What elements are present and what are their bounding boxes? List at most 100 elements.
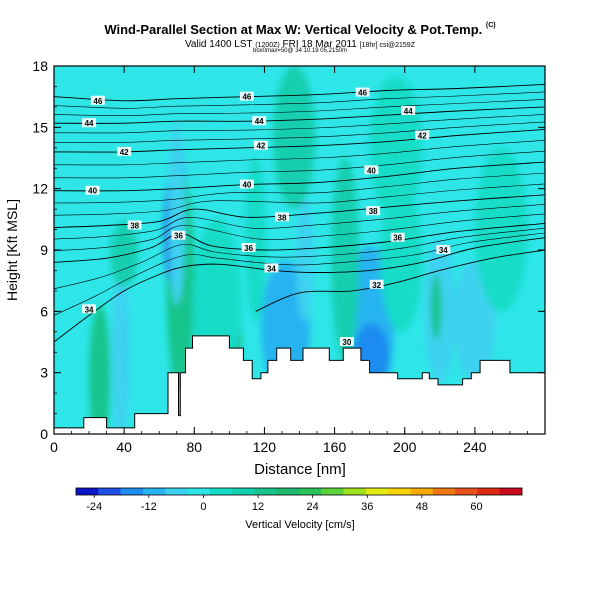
velocity-cell-15 (331, 158, 360, 363)
isentrope-minor (54, 227, 545, 290)
colorbar: -24 -12 0 12 24 36 48 60 (75, 487, 523, 513)
valid-utc: (1200Z) (255, 42, 280, 49)
isentrope-label-text: 44 (404, 107, 413, 116)
isentrope-46 (54, 83, 545, 102)
isentrope-label: 34 (82, 304, 97, 314)
isentrope-label: 36 (241, 242, 256, 253)
isentrope-label-text: 32 (372, 281, 381, 290)
isentrope-label-text: 34 (85, 305, 94, 314)
isentrope-label-text: 40 (242, 181, 251, 190)
isentrope-label: 46 (90, 95, 105, 106)
isentrope-label: 40 (364, 165, 379, 175)
colorbar-swatch (209, 488, 233, 495)
isentrope-label-bg (90, 95, 105, 105)
valid-date: FRI 18 Mar 2011 (282, 39, 357, 50)
isentrope-label-bg (239, 179, 254, 189)
terrain (53, 335, 546, 435)
colorbar-swatch (321, 488, 344, 495)
title-mark: (C) (485, 22, 496, 29)
valid-time-line: Valid 1400 LST (1200Z) FRI 18 Mar 2011 [… (0, 39, 600, 50)
colorbar-swatch (343, 488, 367, 495)
isentrope-44 (54, 106, 545, 124)
colorbar-frame (75, 487, 523, 496)
isentrope-label: 44 (401, 105, 416, 116)
colorbar-swatch (120, 488, 144, 495)
colorbar-swatch (299, 488, 322, 495)
isentrope-label-bg (274, 212, 289, 222)
valid-prefix: Valid 1400 LST (185, 39, 253, 50)
colorbar-swatch (142, 488, 166, 495)
isentrope-labels: 46 46 46 44 44 44 42 42 42 40 40 40 38 38 38 36 36 36 34 34… (82, 87, 451, 347)
isentrope-label-bg (241, 242, 256, 252)
colorbar-tick-label: 0 (200, 501, 206, 513)
isentrope-label-bg (366, 206, 381, 216)
velocity-cell-19 (431, 274, 442, 340)
isentrope-label: 44 (252, 116, 267, 126)
velocity-cell-7 (89, 305, 111, 434)
isentrope-label-bg (264, 263, 279, 273)
isentrope-label: 42 (117, 146, 132, 157)
isentrope-label: 42 (415, 130, 430, 141)
velocity-cell-16 (380, 188, 423, 332)
velocity-cell-5 (167, 121, 186, 306)
isentrope-minor (54, 140, 545, 166)
colorbar-swatch (365, 488, 389, 495)
isentrope-label-bg (171, 230, 186, 240)
isentrope-label: 38 (366, 206, 381, 216)
velocity-cell-22 (245, 158, 267, 322)
colorbar-tick-label: -12 (141, 501, 157, 513)
colorbar-swatch (432, 488, 456, 495)
isentrope-label-bg (415, 130, 430, 140)
isentrope-minor (54, 172, 545, 204)
y-tick-label: 0 (40, 426, 48, 442)
isentrope-label: 36 (171, 230, 186, 241)
velocity-cell-8 (111, 260, 130, 434)
x-tick-label: 160 (323, 439, 347, 455)
isentrope-label-bg (82, 304, 97, 314)
isentrope-label: 34 (264, 263, 279, 273)
isentrope-label-bg (127, 220, 142, 230)
isentrope-minor (54, 183, 545, 216)
colorbar-swatch (477, 488, 500, 495)
isentrope-40 (54, 161, 545, 192)
colorbar-tick-label: 12 (252, 501, 264, 513)
colorbar-tick-label: 36 (361, 501, 373, 513)
isentrope-minor (54, 213, 545, 251)
isentrope-label-bg (339, 337, 354, 346)
isentrope-label: 38 (127, 220, 142, 230)
isentrope-label-bg (252, 116, 267, 126)
isentrope-label-bg (117, 146, 132, 156)
colorbar-swatch (499, 488, 523, 495)
y-tick-label: 3 (40, 365, 48, 381)
colorbar-tick-label: -24 (86, 501, 102, 513)
colorbar-tick-label: 48 (416, 501, 428, 513)
isentrope-label-bg (364, 165, 379, 175)
isentrope-label: 44 (82, 118, 97, 128)
isentrope-label-text: 44 (85, 119, 94, 128)
isentrope-minor (54, 114, 545, 134)
y-tick-label: 6 (40, 303, 48, 319)
x-tick-label: 120 (253, 439, 277, 455)
isentrope-label: 30 (339, 337, 354, 347)
colorbar-label: Vertical Velocity [cm/s] (245, 519, 354, 531)
colorbar-swatch (165, 488, 188, 495)
colorbar-swatch (410, 488, 434, 495)
isentrope-label-bg (253, 140, 268, 150)
meta-line: box0max=50@ 34 10.19 05,2150m (253, 48, 347, 54)
y-tick-label: 12 (32, 181, 48, 197)
isentrope-label-text: 46 (93, 97, 102, 106)
y-tick-label: 15 (32, 119, 48, 135)
y-tick-label: 9 (40, 242, 48, 258)
isentrope-label: 40 (239, 179, 254, 190)
x-axis-label: Distance [nm] (254, 461, 346, 478)
colorbar-swatch (388, 488, 411, 495)
colorbar-swatch (254, 488, 277, 495)
isentrope-label-text: 40 (88, 187, 97, 196)
isentrope-label-text: 34 (439, 246, 448, 255)
isentrope-label-bg (369, 279, 384, 289)
isentrope-label-text: 36 (393, 234, 402, 243)
isentrope-label-text: 42 (256, 142, 265, 151)
isentrope-label: 38 (274, 212, 289, 222)
